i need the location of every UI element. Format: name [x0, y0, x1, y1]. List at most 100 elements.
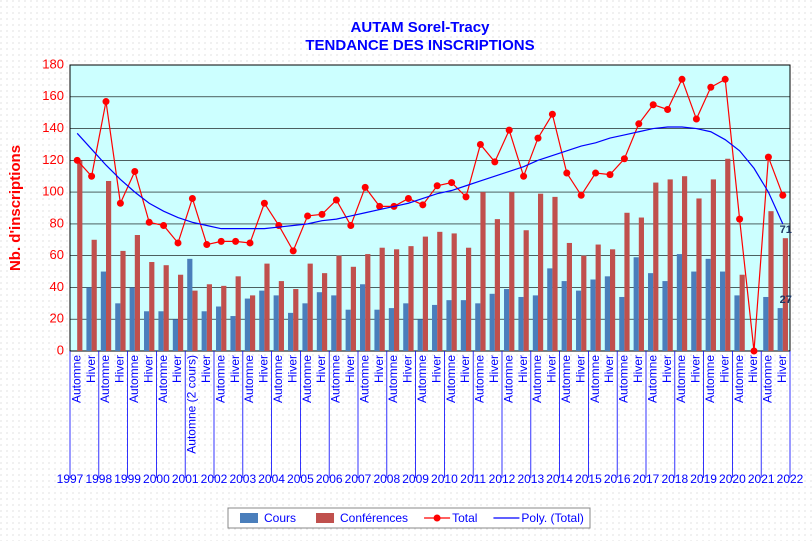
legend-label: Total	[452, 511, 477, 525]
bar	[509, 192, 515, 351]
bar	[394, 249, 400, 351]
bar	[705, 258, 711, 351]
point	[520, 172, 528, 180]
year-label: 2020	[719, 472, 746, 486]
bar	[532, 295, 538, 351]
bar	[739, 274, 745, 351]
point	[131, 167, 139, 175]
bar	[561, 281, 567, 351]
year-label: 2001	[172, 472, 199, 486]
point	[304, 212, 312, 220]
legend-swatch	[433, 514, 441, 522]
bar	[316, 292, 322, 351]
bar	[106, 180, 112, 351]
bar	[538, 193, 544, 351]
bar	[667, 179, 673, 351]
y-tick-label: 80	[50, 215, 64, 230]
y-tick-label: 160	[42, 88, 64, 103]
bar	[201, 311, 207, 351]
year-label: 2000	[143, 472, 170, 486]
bar	[187, 258, 193, 351]
x-tick-label: Hiver	[429, 355, 443, 383]
x-tick-label: Automne	[329, 355, 343, 403]
bar	[115, 303, 121, 351]
x-tick-label: Hiver	[660, 355, 674, 383]
point	[448, 179, 456, 187]
bar	[581, 255, 587, 351]
y-tick-label: 180	[42, 56, 64, 71]
legend-swatch	[316, 513, 335, 523]
year-label: 2014	[546, 472, 573, 486]
legend-label: Conférences	[340, 511, 408, 525]
bar	[466, 247, 472, 351]
bar	[662, 281, 668, 351]
x-tick-label: Hiver	[775, 355, 789, 383]
bar	[552, 196, 558, 351]
line	[76, 126, 784, 230]
bar	[547, 268, 553, 351]
y-tick-label: 40	[50, 279, 64, 294]
data-label: 71	[780, 224, 792, 236]
bar	[734, 295, 740, 351]
bar	[163, 265, 169, 351]
year-label: 2009	[402, 472, 429, 486]
point	[217, 237, 225, 245]
x-tick-label: Automne	[444, 355, 458, 403]
point	[376, 202, 384, 210]
x-tick-label: Hiver	[458, 355, 472, 383]
chart-subtitle: TENDANCE DES INSCRIPTIONS	[305, 37, 534, 54]
bar	[633, 257, 639, 351]
x-tick-label: Automne	[645, 355, 659, 403]
point	[635, 120, 643, 128]
point	[505, 126, 513, 134]
x-tick-label: Hiver	[170, 355, 184, 383]
point	[476, 140, 484, 148]
bar	[216, 306, 222, 351]
bar	[129, 287, 135, 351]
x-tick-label: Automne	[501, 355, 515, 403]
point	[289, 247, 297, 255]
point	[73, 156, 81, 164]
legend-swatch	[240, 513, 258, 523]
point	[692, 115, 700, 123]
bar	[403, 303, 409, 351]
bar	[302, 303, 308, 351]
x-tick-label: Automne	[213, 355, 227, 403]
bar	[293, 289, 299, 351]
x-tick-label: Automne	[127, 355, 141, 403]
year-label: 2016	[604, 472, 631, 486]
year-label: 2006	[316, 472, 343, 486]
bar	[446, 300, 452, 351]
x-tick-label: Hiver	[257, 355, 271, 383]
year-label: 1998	[85, 472, 112, 486]
year-label: 1997	[57, 472, 84, 486]
x-tick-label: Automne	[69, 355, 83, 403]
point	[246, 239, 254, 247]
bar	[595, 244, 601, 351]
bar	[576, 290, 582, 351]
bar	[278, 281, 284, 351]
x-tick-label: Hiver	[84, 355, 98, 383]
x-tick-label: Hiver	[487, 355, 501, 383]
legend-label: Cours	[264, 511, 296, 525]
year-label: 2002	[201, 472, 228, 486]
point	[563, 169, 571, 177]
x-tick-label: Automne	[271, 355, 285, 403]
bar	[432, 304, 438, 351]
point	[232, 237, 240, 245]
point	[592, 169, 600, 177]
bar	[221, 285, 227, 351]
bar	[480, 192, 486, 351]
bar	[149, 262, 155, 351]
x-tick-label: Automne	[386, 355, 400, 403]
year-label: 2008	[373, 472, 400, 486]
bar	[206, 284, 212, 351]
x-tick-label: Automne (2 cours)	[185, 355, 199, 454]
point	[347, 221, 355, 229]
point	[577, 191, 585, 199]
x-tick-label: Automne	[242, 355, 256, 403]
point	[188, 194, 196, 202]
x-tick-label: Hiver	[199, 355, 213, 383]
year-label: 2005	[287, 472, 314, 486]
